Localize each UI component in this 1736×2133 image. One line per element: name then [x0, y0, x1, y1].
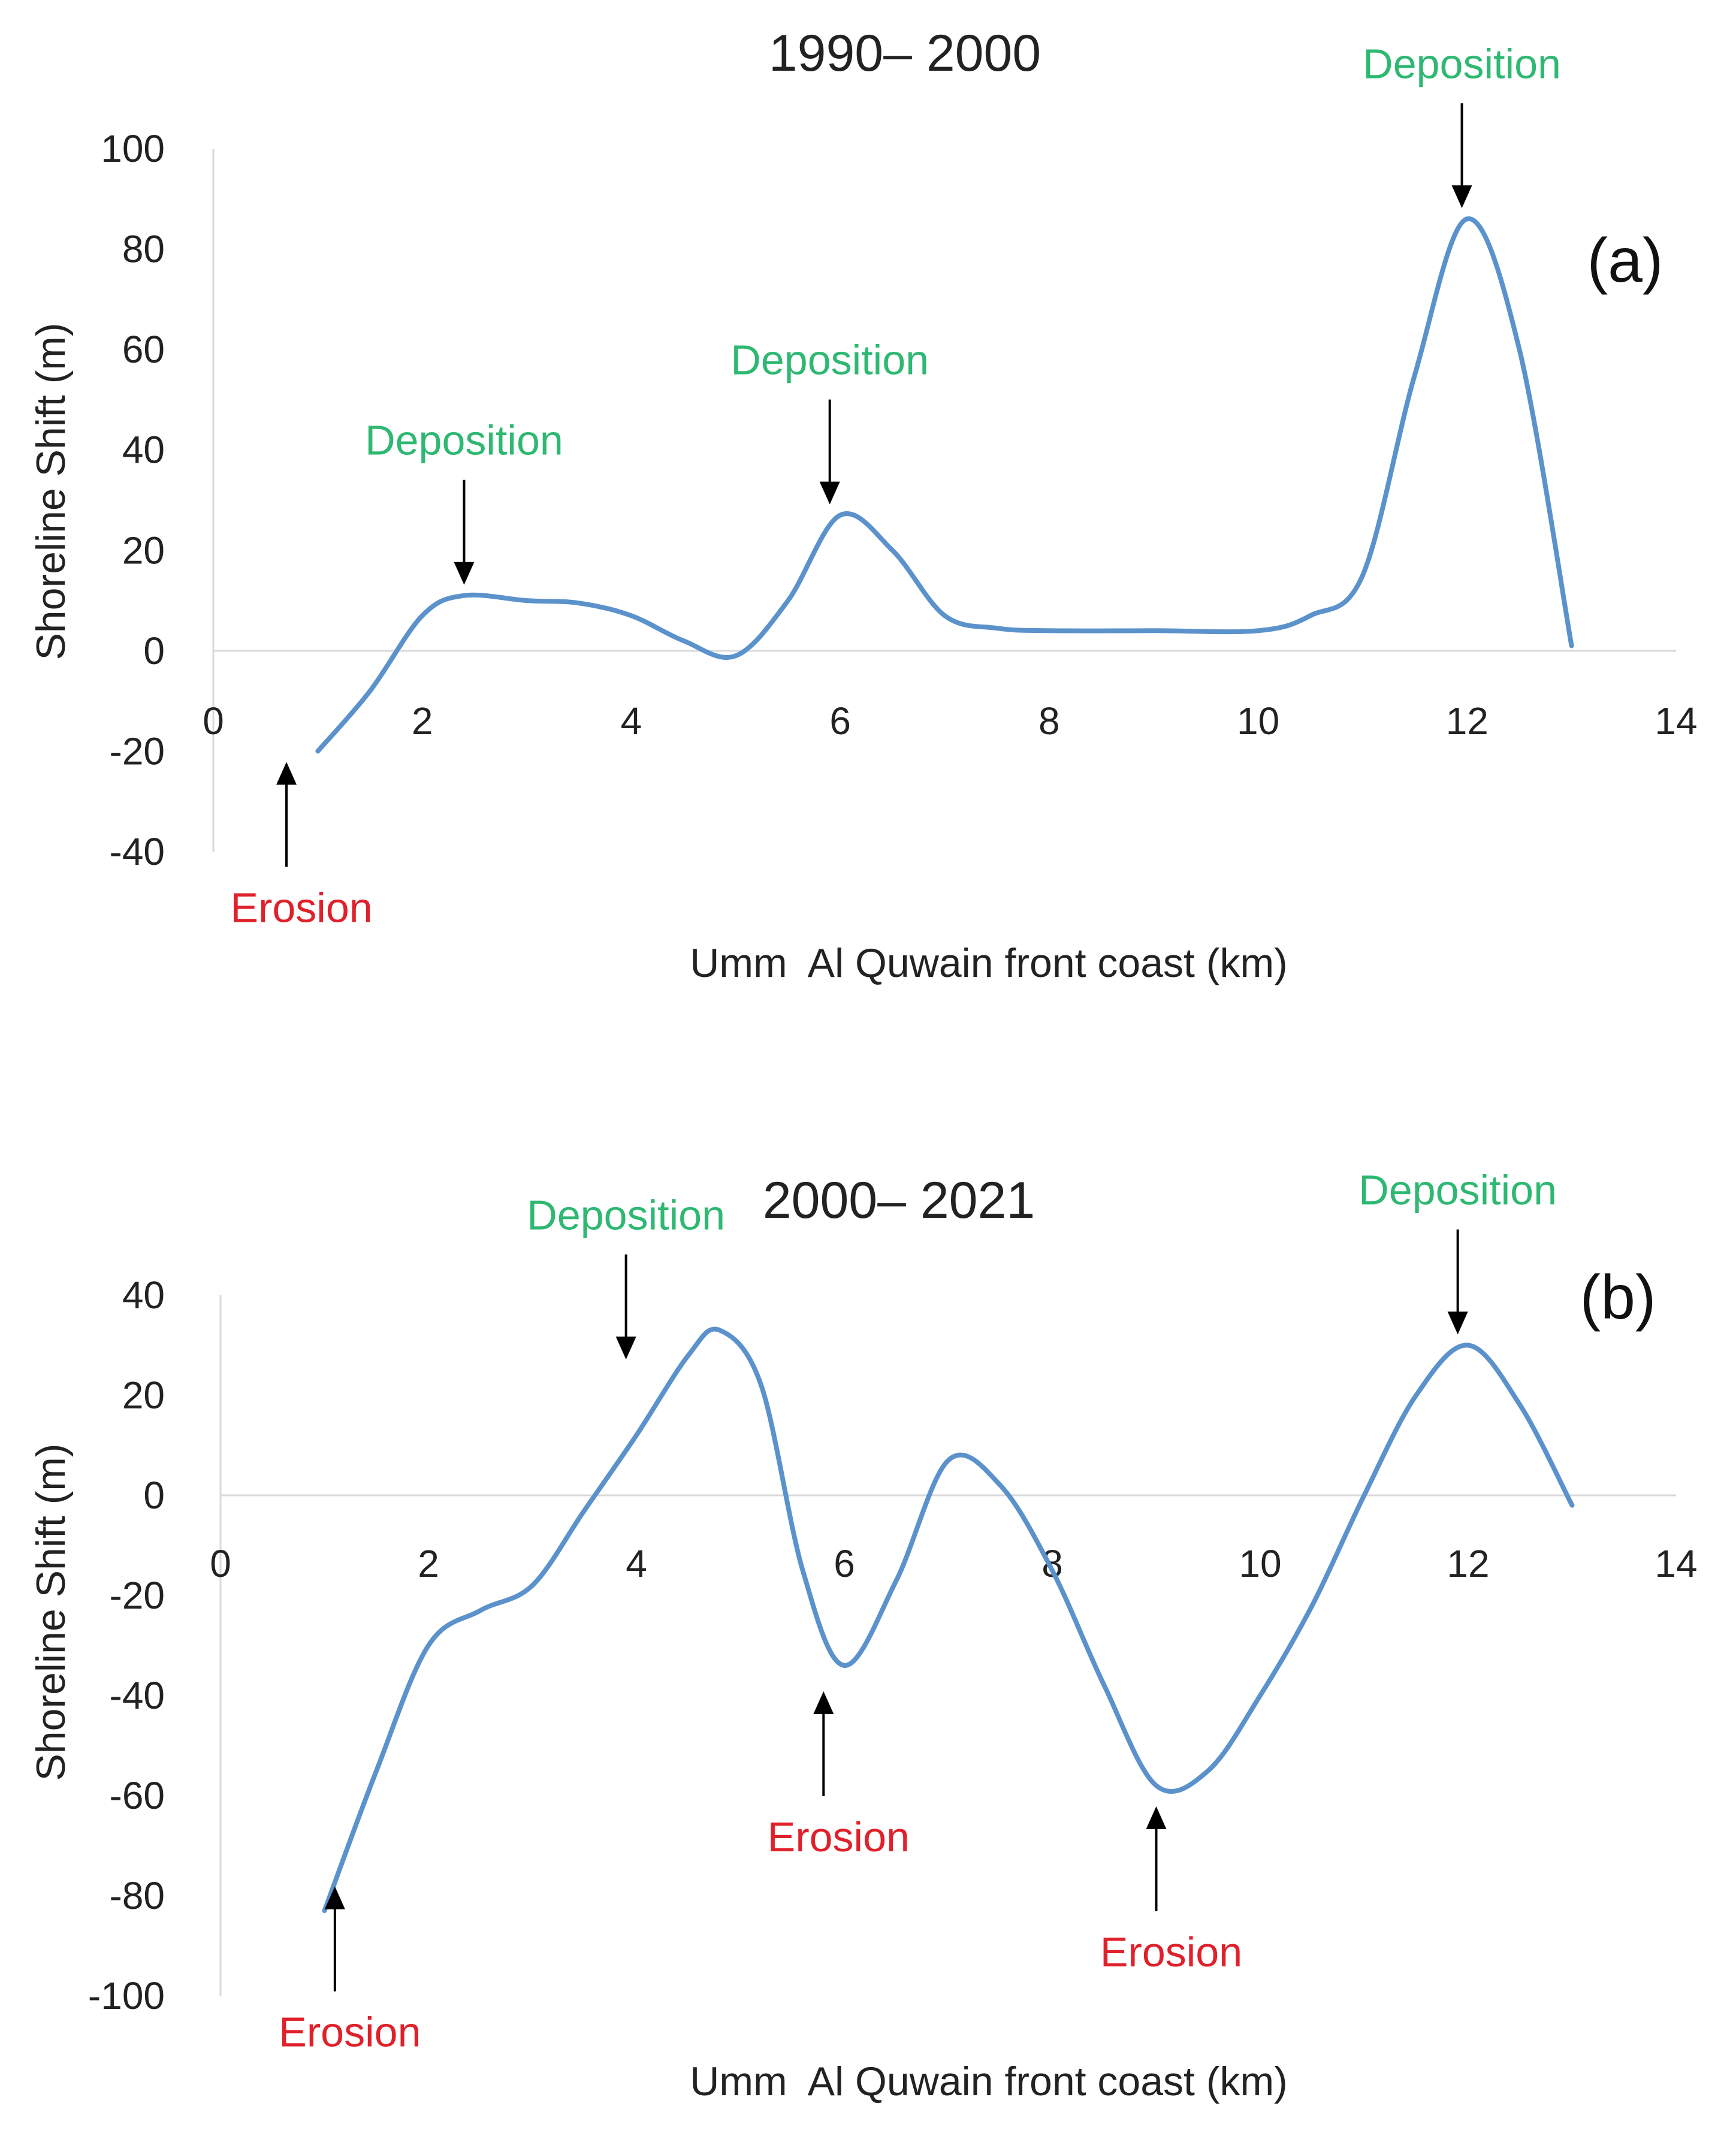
chart-a-y-tick-label: 20 — [122, 529, 165, 572]
chart-a-y-tick-label: -20 — [110, 729, 165, 773]
chart-b-annotation-deposition: Deposition — [1358, 1167, 1557, 1214]
chart-a-x-tick-label: 0 — [203, 699, 224, 743]
chart-b-annotation-erosion: Erosion — [1100, 1929, 1242, 1975]
chart-a-y-axis-title: Shoreline Shift (m) — [28, 322, 74, 660]
chart-a-x-tick-label: 8 — [1038, 699, 1060, 743]
chart-a-x-tick-label: 14 — [1655, 699, 1697, 743]
chart-a-x-tick-label: 4 — [621, 699, 642, 743]
chart-b-y-axis-title: Shoreline Shift (m) — [28, 1443, 74, 1781]
chart-b-x-tick-label: 0 — [210, 1542, 231, 1585]
chart-a-y-tick-label: 100 — [101, 127, 165, 170]
chart-a-annotation-deposition: Deposition — [1363, 40, 1561, 87]
chart-a-x-tick-label: 6 — [829, 699, 851, 743]
chart-a-y-tick-label: 60 — [122, 328, 165, 371]
chart-b-y-tick-label: -40 — [110, 1674, 165, 1717]
chart-a-annotation-arrowhead — [819, 481, 840, 505]
chart-a-panel-label: (a) — [1587, 226, 1663, 295]
chart-b-y-tick-label: -100 — [88, 1974, 165, 2017]
chart-a-annotation-arrowhead — [276, 762, 297, 785]
chart-a-annotation-arrowhead — [454, 562, 475, 585]
chart-b-x-tick-label: 14 — [1655, 1542, 1697, 1585]
chart-a-annotation-erosion: Erosion — [230, 884, 372, 931]
chart-b-x-tick-label: 12 — [1447, 1542, 1489, 1585]
chart-b-annotation-arrowhead — [813, 1691, 834, 1714]
chart-b-y-tick-label: 20 — [122, 1374, 165, 1417]
chart-a-series-line — [315, 216, 1574, 754]
chart-b-annotation-arrowhead — [324, 1886, 345, 1909]
chart-b-y-tick-label: -80 — [110, 1874, 165, 1917]
chart-a-x-tick-label: 10 — [1237, 699, 1279, 743]
chart-a-annotation-deposition: Deposition — [365, 417, 563, 464]
chart-panel-a: 1990– 2000 (a) Umm Al Quwain front coast… — [28, 25, 1698, 986]
chart-b-x-axis-title: Umm Al Quwain front coast (km) — [690, 2059, 1288, 2104]
chart-b-annotation-arrowhead — [1447, 1311, 1468, 1335]
chart-b-panel-label: (b) — [1580, 1263, 1656, 1332]
chart-b-x-tick-label: 8 — [1041, 1542, 1063, 1585]
chart-a-title: 1990– 2000 — [769, 25, 1041, 82]
chart-a-x-axis-title: Umm Al Quwain front coast (km) — [690, 940, 1288, 986]
chart-b-annotation-arrowhead — [1146, 1806, 1167, 1829]
chart-b-y-tick-label: 0 — [143, 1474, 165, 1517]
chart-a-y-tick-label: 40 — [122, 429, 165, 472]
chart-b-y-tick-label: 40 — [122, 1274, 165, 1317]
chart-b-x-tick-label: 6 — [834, 1542, 855, 1585]
chart-b-annotation-erosion: Erosion — [279, 2009, 421, 2056]
chart-b-x-tick-label: 2 — [418, 1542, 439, 1585]
chart-a-x-tick-label: 12 — [1446, 699, 1489, 743]
chart-b-series-line — [322, 1326, 1575, 1914]
chart-b-x-tick-label: 10 — [1239, 1542, 1281, 1585]
chart-a-x-tick-label: 2 — [412, 699, 433, 743]
chart-b-annotation-deposition: Deposition — [527, 1191, 725, 1238]
chart-b-annotation-arrowhead — [615, 1336, 636, 1360]
chart-b-title: 2000– 2021 — [763, 1172, 1035, 1229]
chart-a-annotation-deposition: Deposition — [730, 337, 929, 384]
chart-b-y-tick-label: -20 — [110, 1574, 165, 1617]
chart-a-annotation-arrowhead — [1451, 185, 1472, 209]
chart-panel-b: 2000– 2021 (b) Umm Al Quwain front coast… — [28, 1167, 1698, 2105]
chart-a-y-tick-label: 80 — [122, 228, 165, 271]
chart-b-y-tick-label: -60 — [110, 1774, 165, 1817]
chart-a-y-tick-label: 0 — [143, 629, 165, 672]
chart-b-annotation-erosion: Erosion — [768, 1814, 910, 1860]
chart-b-x-tick-label: 4 — [626, 1542, 647, 1585]
chart-a-y-tick-label: -40 — [110, 830, 165, 873]
